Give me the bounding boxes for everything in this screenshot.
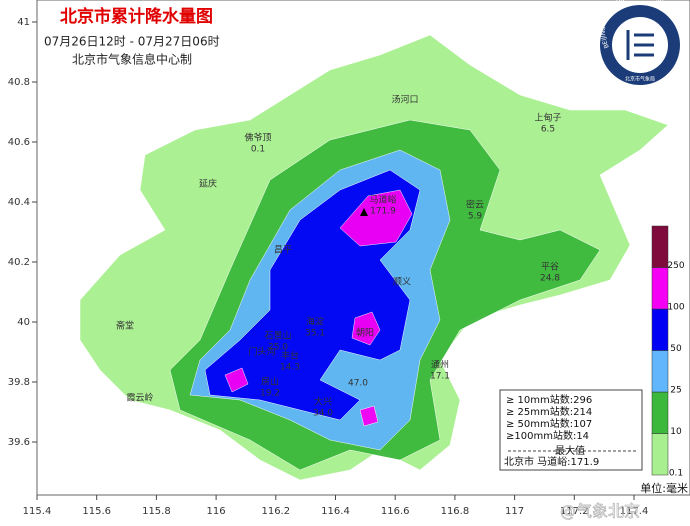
- station-name: 马道峪: [369, 194, 396, 206]
- legend-swatch: [651, 433, 669, 476]
- logo: BEIJING METEOROLOGICAL SERVICE 北京市气象局: [599, 0, 680, 85]
- station-name: 大兴: [314, 396, 332, 408]
- station-name: 平谷: [541, 262, 559, 273]
- station-value: 14.3: [280, 363, 300, 373]
- station-name: 顺义: [393, 277, 411, 288]
- station-value: 5.9: [468, 212, 483, 222]
- legend-swatch: [651, 308, 669, 351]
- legend-unit: 单位:毫米: [640, 481, 688, 495]
- station-value: 24.8: [540, 274, 560, 284]
- station-value: 171.9: [370, 207, 396, 217]
- watermark: @气象北京: [560, 502, 640, 521]
- rain-area: [224, 367, 249, 393]
- station-value: 35.1: [305, 329, 325, 339]
- station-name: 佛爷顶: [244, 132, 271, 144]
- max-line: 北京市 马道峪:171.9: [504, 455, 599, 468]
- station-name: 汤河口: [391, 94, 418, 106]
- lat-tick-label: 41: [17, 17, 30, 28]
- rain-areas: [79, 34, 669, 481]
- legend-level: 0.1: [669, 469, 683, 479]
- station-value: 0.1: [251, 145, 265, 155]
- lon-tick-label: 116: [207, 506, 226, 517]
- lon-tick-label: 115.8: [142, 506, 171, 517]
- station-name: 石景山: [264, 331, 291, 342]
- legend-level: 10: [670, 427, 682, 437]
- lat-tick-label: 40.2: [8, 257, 30, 268]
- station-name: 上甸子: [534, 112, 561, 124]
- legend-level: 25: [670, 386, 681, 396]
- max-marker: [360, 208, 368, 216]
- station-value: 34.0: [313, 409, 333, 419]
- lon-tick-label: 116.8: [441, 506, 470, 517]
- station-name: 斋堂: [116, 320, 134, 332]
- legend-swatch: [651, 225, 669, 268]
- station-name: 霞云岭: [126, 392, 153, 404]
- station-name: 门头沟: [248, 346, 275, 358]
- station-name: 延庆: [199, 178, 217, 190]
- lat-tick-label: 39.8: [8, 377, 30, 388]
- lon-tick-label: 117.2: [560, 506, 589, 517]
- stat-line: ≥ 25mm站数:214: [506, 405, 592, 418]
- stats-box: [499, 389, 643, 471]
- lat-tick-label: 40.6: [8, 137, 30, 148]
- legend-swatch: [651, 350, 669, 393]
- station-name: 通州: [431, 360, 449, 371]
- station-name: 房山: [261, 376, 279, 388]
- stat-line: ≥ 10mm站数:296: [506, 393, 592, 406]
- station-name: 海淀: [306, 316, 324, 328]
- legend-level: 250: [667, 261, 684, 271]
- rain-area: [351, 311, 381, 346]
- lon-tick-label: 117: [505, 506, 524, 517]
- lon-tick-label: 117.4: [620, 506, 649, 517]
- legend-level: 100: [667, 303, 684, 313]
- stat-line: ≥ 50mm站数:107: [506, 417, 592, 430]
- station-value: 25.0: [268, 343, 288, 353]
- stats: ≥ 10mm站数:296≥ 25mm站数:214≥ 50mm站数:107≥100…: [504, 393, 599, 468]
- lon-tick-label: 116.6: [381, 506, 410, 517]
- station-value: 47.0: [348, 379, 368, 389]
- lon-tick-label: 115.4: [23, 506, 52, 517]
- legend-swatch: [651, 267, 669, 310]
- producer: 北京市气象信息中心制: [72, 52, 192, 67]
- logo-text-cn: 北京市气象局: [625, 76, 655, 83]
- station-value: 6.5: [541, 125, 555, 135]
- station-value: 19.2: [260, 389, 280, 399]
- max-title: 最大值: [555, 444, 585, 457]
- period: 07月26日12时 - 07月27日06时: [44, 35, 220, 49]
- legend-level: 50: [670, 344, 682, 354]
- station-name: 丰台: [281, 350, 299, 362]
- station-value: 17.1: [430, 372, 450, 382]
- title: 北京市累计降水量图: [60, 6, 213, 27]
- axes: 115.4 115.6 115.8 116 116.2 116.4 116.6 116.8 11…: [8, 17, 649, 517]
- lon-tick-label: 116.4: [321, 506, 350, 517]
- stat-line: ≥100mm站数:14: [506, 429, 589, 442]
- rain-area: [339, 189, 413, 247]
- legend: 0.1 10 25 50 100 250 单位:毫米: [640, 225, 688, 495]
- station-name: 昌平: [274, 245, 292, 256]
- lat-tick-label: 40.8: [8, 77, 30, 88]
- rain-area: [359, 405, 379, 427]
- lat-tick-label: 39.6: [8, 437, 30, 448]
- legend-swatch: [651, 391, 669, 434]
- lon-tick-label: 115.6: [82, 506, 111, 517]
- lat-tick-label: 40.4: [8, 197, 30, 208]
- lat-tick-label: 40: [17, 317, 30, 328]
- station-name: 密云: [466, 199, 484, 211]
- lon-tick-label: 116.2: [261, 506, 290, 517]
- station-name: 朝阳: [356, 328, 374, 339]
